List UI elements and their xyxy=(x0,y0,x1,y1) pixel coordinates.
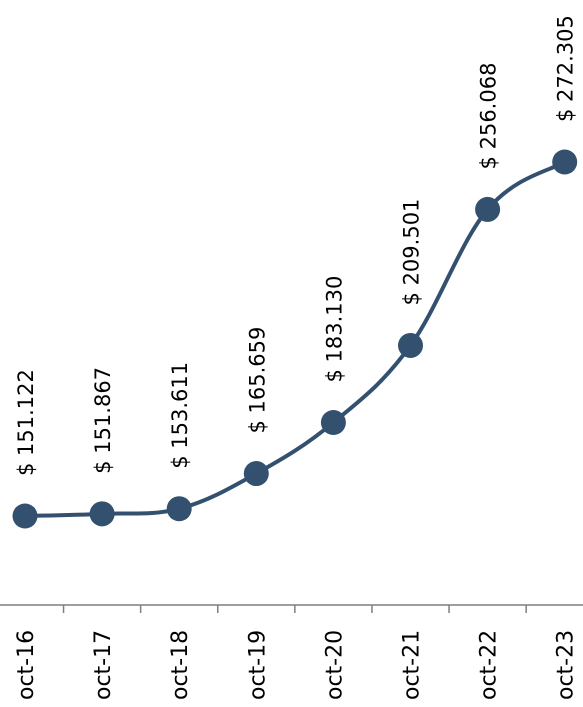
data-point xyxy=(398,332,423,358)
data-point xyxy=(166,496,192,522)
x-tick-label: oct-22 xyxy=(477,630,502,700)
data-label: $ 272.305 xyxy=(554,15,578,122)
data-points xyxy=(12,149,578,529)
series-line xyxy=(24,160,566,518)
x-tick-label: oct-16 xyxy=(14,630,39,700)
data-label: $ 256.068 xyxy=(477,63,501,170)
x-tick-label: oct-23 xyxy=(554,630,579,700)
x-axis: oct-16 oct-17 oct-18 oct-19 oct-20 oct-21 oct-… xyxy=(0,604,583,700)
x-tick-label: oct-18 xyxy=(168,630,193,700)
data-label: $ 151.867 xyxy=(91,367,115,474)
data-label: $ 153.611 xyxy=(168,362,192,469)
data-labels: $ 151.122 $ 151.867 $ 153.611 $ 165.659 $ 18… xyxy=(14,15,578,476)
data-point xyxy=(552,149,578,175)
data-label: $ 183.130 xyxy=(322,276,346,383)
x-tick-label: oct-19 xyxy=(245,630,270,700)
data-label: $ 151.122 xyxy=(14,369,38,476)
data-point xyxy=(320,409,346,435)
data-label: $ 165.659 xyxy=(245,327,269,434)
x-tick-label: oct-20 xyxy=(322,630,347,700)
series-line-group xyxy=(24,160,566,518)
data-point xyxy=(89,501,115,527)
data-point xyxy=(243,461,269,487)
data-point xyxy=(12,503,38,529)
x-tick-label: oct-21 xyxy=(400,630,425,700)
data-label: $ 209.501 xyxy=(400,199,424,306)
x-tick-label: oct-17 xyxy=(91,630,116,700)
data-point xyxy=(475,196,501,222)
